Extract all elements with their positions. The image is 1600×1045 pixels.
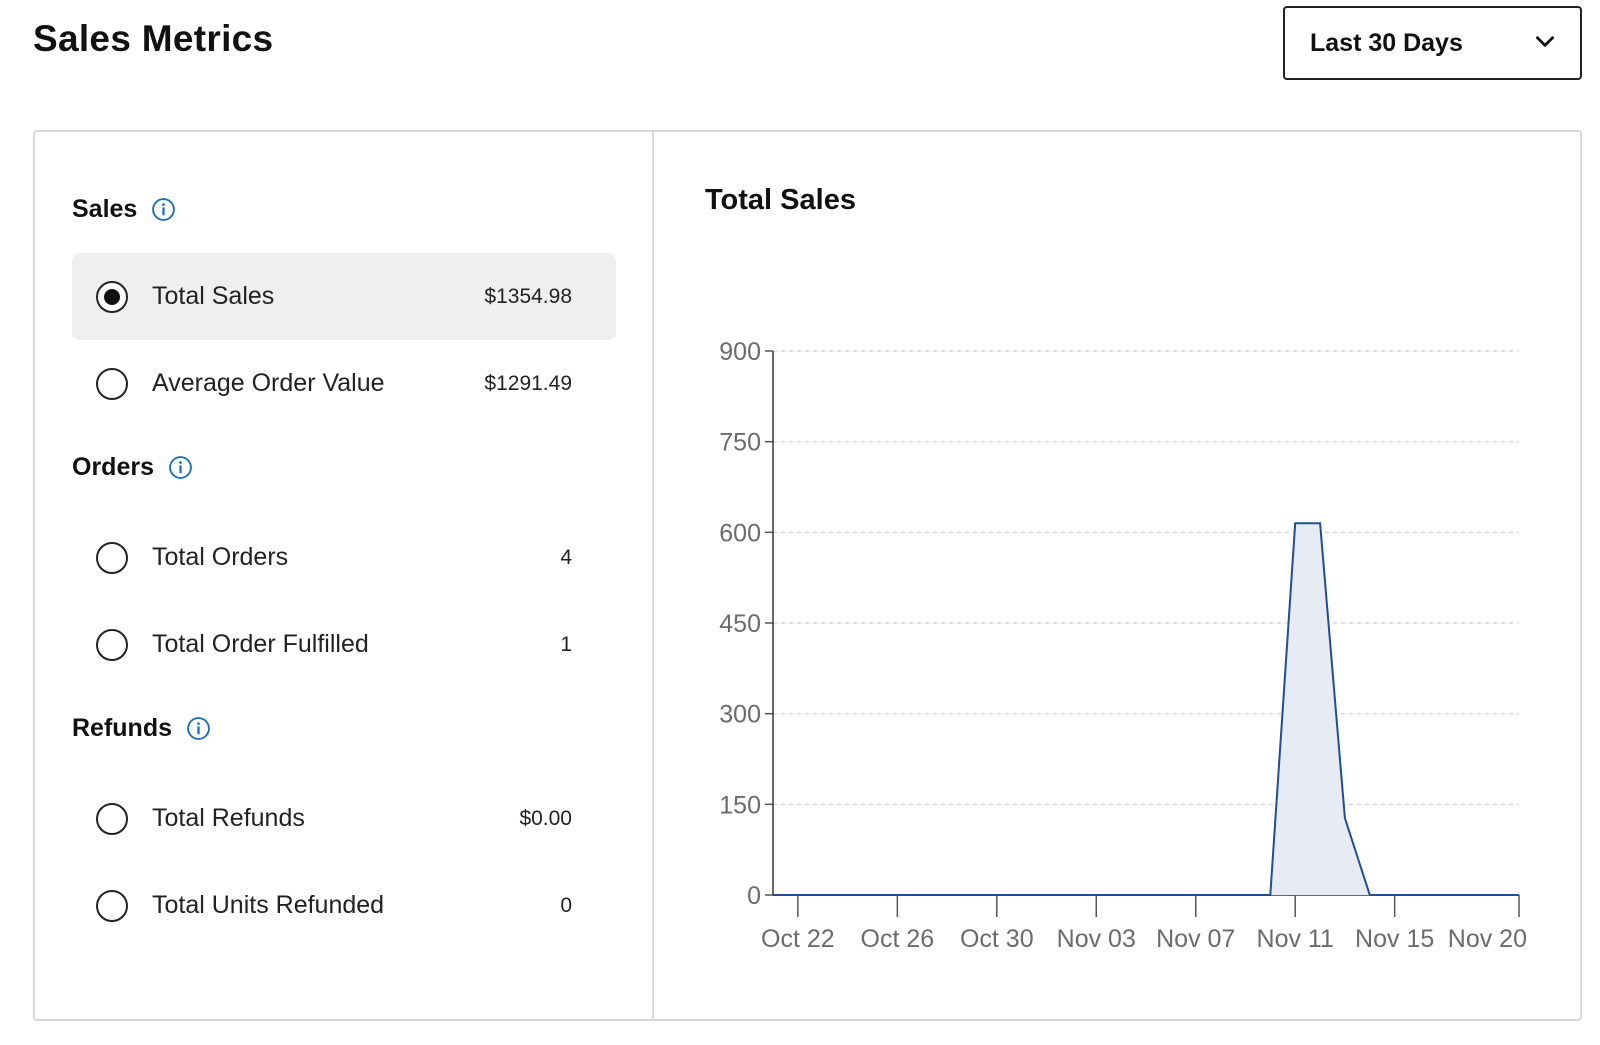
y-tick-label: 300 [719, 701, 761, 729]
metric-label: Total Sales [152, 282, 275, 310]
metric-label: Total Units Refunded [152, 891, 385, 919]
metric-option-total-units-refunded[interactable]: Total Units Refunded 0 [72, 862, 616, 949]
y-tick-label: 600 [719, 519, 761, 547]
page-title: Sales Metrics [33, 18, 274, 59]
x-tick-label: Nov 07 [1156, 925, 1235, 953]
group-heading-sales: Sales [72, 195, 176, 224]
chevron-down-icon [1532, 28, 1558, 59]
y-tick-label: 450 [719, 610, 761, 638]
y-tick-label: 750 [719, 429, 761, 457]
radio-button[interactable] [96, 628, 128, 661]
metric-value: $0.00 [519, 806, 572, 830]
x-tick-label: Nov 15 [1355, 925, 1434, 953]
radio-button[interactable] [96, 889, 128, 922]
y-tick-label: 0 [747, 882, 761, 910]
x-tick-label: Oct 22 [761, 925, 835, 953]
y-tick-label: 900 [719, 338, 761, 366]
metric-label: Total Orders [152, 543, 289, 571]
date-range-select[interactable]: Last 30 Days [1283, 6, 1582, 80]
x-tick-label: Nov 03 [1057, 925, 1136, 953]
info-icon[interactable] [168, 455, 193, 480]
metric-value: 4 [560, 545, 572, 569]
radio-button[interactable] [96, 541, 128, 574]
metric-label: Total Order Fulfilled [152, 630, 369, 658]
date-range-value: Last 30 Days [1310, 28, 1463, 57]
metrics-card: Sales Total Sales $1354.98 Average Order… [33, 130, 1582, 1021]
metric-option-total-refunds[interactable]: Total Refunds $0.00 [72, 775, 616, 862]
metric-value: 1 [560, 632, 572, 656]
y-tick-label: 150 [719, 791, 761, 819]
radio-selected-dot [104, 288, 120, 305]
x-tick-label: Oct 26 [861, 925, 935, 953]
group-heading-refunds: Refunds [72, 714, 211, 743]
group-heading-label: Sales [72, 195, 138, 223]
metric-selector-panel: Sales Total Sales $1354.98 Average Order… [35, 132, 654, 1019]
chart-panel: Total Sales 0 150 300 450 600 750 900 Oct 22 Oct… [656, 132, 1580, 1019]
metric-option-average-order-value[interactable]: Average Order Value $1291.49 [72, 340, 616, 427]
metric-value: $1291.49 [484, 371, 572, 395]
total-sales-chart: 0 150 300 450 600 750 900 Oct 22 Oct 26 Oct 30 Nov… [719, 338, 1527, 953]
metric-option-total-order-fulfilled[interactable]: Total Order Fulfilled 1 [72, 601, 616, 688]
metric-label: Average Order Value [152, 369, 385, 397]
radio-button[interactable] [96, 802, 128, 835]
metric-option-total-sales[interactable]: Total Sales $1354.98 [72, 253, 616, 340]
chart-title: Total Sales [705, 184, 856, 216]
radio-button[interactable] [96, 367, 128, 400]
group-heading-orders: Orders [72, 453, 193, 482]
metric-option-total-orders[interactable]: Total Orders 4 [72, 514, 616, 601]
info-icon[interactable] [186, 716, 211, 741]
group-heading-label: Refunds [72, 714, 172, 742]
radio-button[interactable] [96, 280, 128, 313]
metric-value: $1354.98 [484, 284, 572, 308]
metric-label: Total Refunds [152, 804, 305, 832]
series-line [773, 522, 1519, 896]
metric-value: 0 [560, 893, 572, 917]
group-heading-label: Orders [72, 453, 154, 481]
info-icon[interactable] [151, 197, 176, 222]
x-tick-label: Nov 20 [1448, 925, 1527, 953]
series-area [773, 523, 1519, 895]
x-tick-label: Oct 30 [960, 925, 1034, 953]
x-tick-label: Nov 11 [1257, 925, 1334, 953]
